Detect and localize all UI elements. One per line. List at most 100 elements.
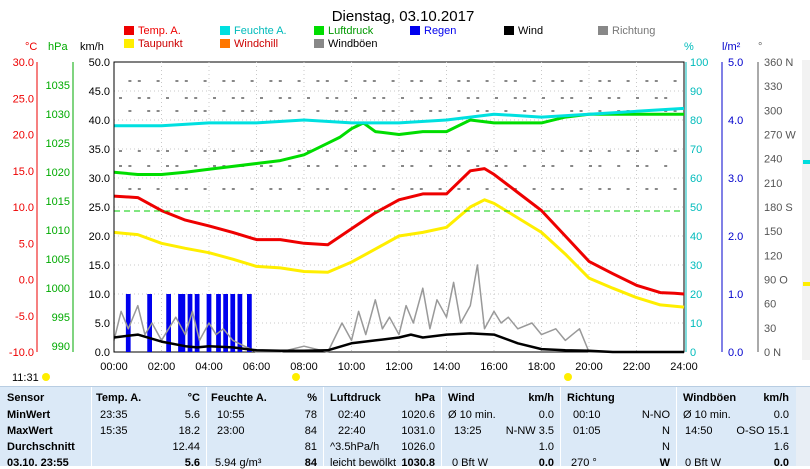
- direction-dot: [288, 97, 292, 99]
- legend-swatch: [314, 39, 324, 48]
- axis-tick-label-hum: 0: [690, 347, 696, 359]
- direction-dot: [476, 110, 480, 112]
- direction-dot: [325, 97, 329, 99]
- pressure-header: Luftdruck: [330, 392, 381, 404]
- direction-dot: [579, 150, 583, 152]
- direction-dot: [372, 188, 376, 190]
- direction-dot: [626, 188, 630, 190]
- humidity-header: Feuchte A.: [211, 392, 267, 404]
- sunset-marker-icon: [564, 373, 572, 381]
- chart-title: Dienstag, 03.10.2017: [332, 8, 475, 25]
- direction-dot: [419, 80, 423, 82]
- axis-tick-label-dir: 120: [764, 250, 782, 262]
- direction-dot: [269, 188, 273, 190]
- axis-tick-label-dir: 60: [764, 299, 776, 311]
- temp-current-value: 5.6: [184, 457, 200, 469]
- direction-dot: [448, 97, 451, 99]
- temp-min-time: 23:35: [100, 409, 128, 421]
- wind-current-value: 0.0: [538, 457, 554, 469]
- direction-dot: [617, 165, 621, 167]
- sensor-column: Sensor MinWert MaxWert Durchschnitt 03.1…: [0, 387, 92, 469]
- humidity-max-value: 84: [304, 425, 317, 437]
- right-side-panel: [802, 60, 810, 360]
- pressure-unit: hPa: [414, 392, 435, 404]
- temp-min-value: 5.6: [184, 409, 200, 421]
- direction-dot: [156, 80, 160, 82]
- legend-swatch: [220, 39, 230, 48]
- direction-dot: [175, 80, 179, 82]
- direction-dot: [523, 110, 527, 112]
- direction-dot: [673, 110, 677, 112]
- direction-dot: [495, 150, 498, 152]
- axis-tick-label-press: 995: [52, 312, 70, 324]
- rain-bar: [216, 294, 221, 352]
- direction-dot: [466, 80, 470, 82]
- pressure-max-time: 22:40: [338, 425, 366, 437]
- direction-dot: [560, 97, 564, 99]
- axis-tick-label-dir: 30: [764, 323, 776, 335]
- direction-dot: [607, 80, 611, 82]
- direction-dot: [654, 80, 658, 82]
- direction-dot: [297, 150, 301, 152]
- direction-dot: [598, 110, 602, 112]
- rain-bar: [125, 294, 131, 352]
- direction-dot: [203, 188, 207, 190]
- direction-dot: [391, 80, 395, 82]
- table-scrollbar[interactable]: [796, 387, 810, 466]
- direction-dot: [213, 150, 216, 152]
- direction-dot: [231, 150, 235, 152]
- x-tick-label: 16:00: [480, 361, 508, 373]
- direction-dot: [278, 80, 282, 82]
- humidity-min-value: 78: [304, 409, 317, 421]
- axis-tick-label-hum: 70: [690, 144, 702, 156]
- direction-dot: [231, 97, 235, 99]
- direction-dot: [147, 165, 151, 167]
- gust-max-time: 14:50: [685, 425, 713, 437]
- legend-label: Temp. A.: [138, 25, 181, 37]
- direction-dot: [231, 80, 235, 82]
- gust-avg-label: Ø 10 min.: [683, 409, 731, 421]
- legend-label: Windböen: [328, 38, 378, 50]
- axis-tick-label-wind: 45.0: [89, 86, 110, 98]
- rain-bar: [230, 294, 236, 352]
- axis-tick-label-dir: 180 S: [764, 202, 793, 214]
- direction-dot: [438, 80, 442, 82]
- direction-dot: [560, 188, 564, 190]
- direction-max-time: 01:05: [573, 425, 601, 437]
- rain-bar: [147, 294, 152, 352]
- direction-dot: [560, 150, 564, 152]
- wind-axis-unit: km/h: [80, 41, 104, 53]
- axis-tick-label-press: 1010: [46, 225, 70, 237]
- direction-dot: [542, 97, 545, 99]
- axis-tick-label-temp: -10.0: [9, 347, 34, 359]
- direction-dot: [222, 80, 226, 82]
- humidity-current-value: 84: [304, 457, 317, 469]
- direction-dot: [523, 97, 527, 99]
- direction-dot: [241, 110, 245, 112]
- direction-dot: [645, 165, 649, 167]
- sun-rise-icon: [42, 373, 50, 381]
- direction-dot: [636, 97, 639, 99]
- axis-tick-label-hum: 90: [690, 86, 702, 98]
- humidity-axis-unit: %: [684, 41, 694, 53]
- direction-dot: [401, 165, 404, 167]
- direction-avg-value: N: [662, 441, 670, 453]
- direction-dot: [645, 188, 649, 190]
- wind-unit: km/h: [528, 392, 554, 404]
- direction-dot: [128, 80, 132, 82]
- direction-dot: [466, 188, 470, 190]
- direction-dot: [419, 97, 423, 99]
- direction-dot: [363, 165, 367, 167]
- direction-dot: [307, 165, 310, 167]
- direction-dot: [410, 188, 414, 190]
- direction-dot: [495, 165, 498, 167]
- axis-tick-label-rain: 1.0: [728, 289, 743, 301]
- x-tick-label: 06:00: [243, 361, 271, 373]
- x-tick-label: 00:00: [100, 361, 128, 373]
- gust-beaufort: 0 Bft W: [685, 457, 722, 469]
- x-tick-label: 24:00: [670, 361, 698, 373]
- axis-tick-label-wind: 40.0: [89, 115, 110, 127]
- legend-label: Feuchte A.: [234, 25, 287, 37]
- direction-dot: [354, 165, 357, 167]
- direction-dot: [664, 97, 668, 99]
